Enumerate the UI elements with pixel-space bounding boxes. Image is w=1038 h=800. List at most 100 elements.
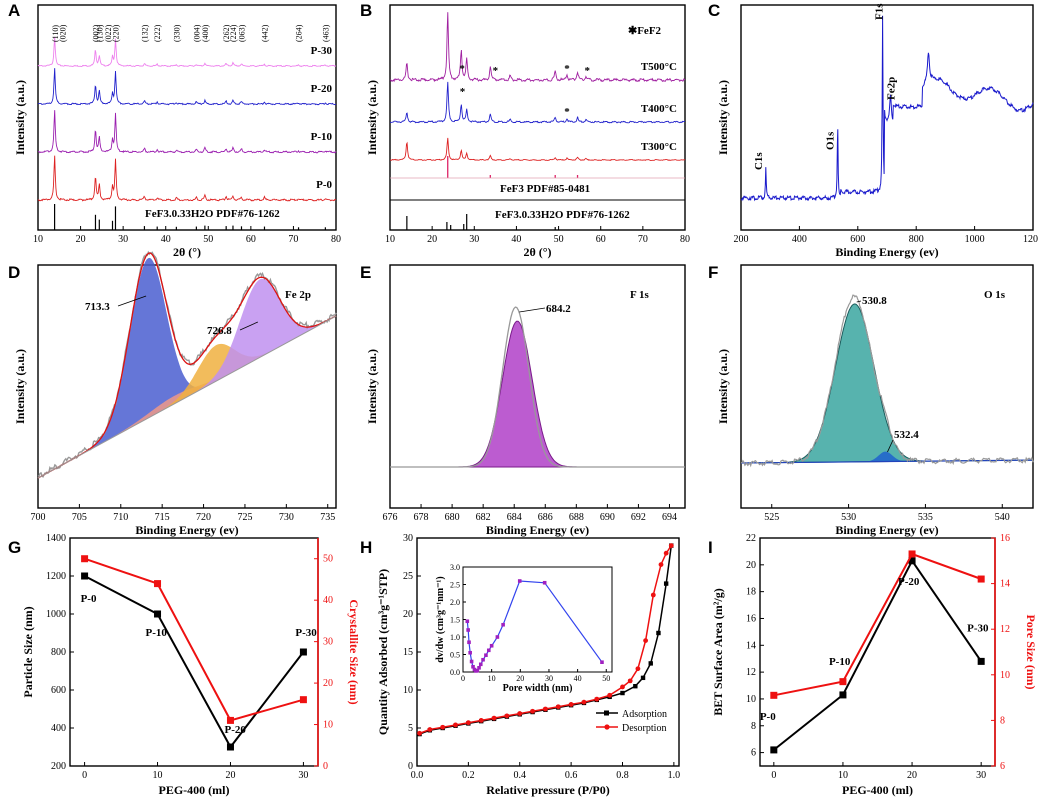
peak-label: 726.8 xyxy=(207,325,232,337)
panel-letter-B: B xyxy=(360,1,372,20)
inset-data-point xyxy=(468,650,472,655)
fef2-marker: * xyxy=(460,86,466,98)
x-tick-label: 700 xyxy=(31,512,46,523)
y-tick-label: 25 xyxy=(403,571,413,582)
x-tick-label: 70 xyxy=(638,234,648,245)
data-point xyxy=(643,638,649,643)
y2-tick-label: 30 xyxy=(323,637,333,648)
legend-marker xyxy=(604,710,609,716)
y-tick-label: 6 xyxy=(751,748,756,759)
peak-label: (063) xyxy=(237,24,246,42)
legend-fef2: ✱FeF2 xyxy=(628,25,662,37)
inset-data-point xyxy=(517,579,522,583)
inset-data-point xyxy=(542,580,547,585)
x-axis-label: Binding Energy (ev) xyxy=(835,523,938,537)
y-tick-label: 10 xyxy=(403,685,413,696)
y2-tick-label: 10 xyxy=(1000,670,1010,681)
inset-data-point xyxy=(484,653,488,657)
y-axis-label: Intensity (a.u.) xyxy=(13,349,27,424)
peak-label: (004) xyxy=(192,24,201,42)
y-tick-label: 400 xyxy=(51,723,66,734)
data-point xyxy=(607,692,613,698)
x-tick-label: 80 xyxy=(331,234,341,245)
plot-frame-C xyxy=(740,4,1034,231)
y-tick-label: 1000 xyxy=(46,609,66,620)
x-tick-label: 600 xyxy=(850,234,865,245)
data-point xyxy=(154,580,162,588)
data-point xyxy=(977,575,985,583)
legend-label: Adsorption xyxy=(622,709,667,720)
y2-tick-label: 0 xyxy=(323,761,328,772)
x-tick-label: 10 xyxy=(33,234,43,245)
peak-label: (262) xyxy=(222,24,231,42)
data-point xyxy=(226,743,234,751)
panel-letter-F: F xyxy=(708,263,718,282)
series-line-Pore Size xyxy=(773,552,982,697)
panel-letter-C: C xyxy=(708,1,720,20)
data-point xyxy=(668,543,674,548)
x-tick-label: 720 xyxy=(196,512,211,523)
series-label: P-20 xyxy=(311,83,333,95)
fit-component xyxy=(390,320,685,468)
xrd-line-P-10 xyxy=(37,110,337,154)
x-tick-label: 1000 xyxy=(965,234,985,245)
point-label: P-10 xyxy=(146,627,168,639)
x-tick-label: 715 xyxy=(155,512,170,523)
x-axis-label: PEG-400 (ml) xyxy=(159,783,230,797)
inset-frame xyxy=(462,566,613,673)
panel-letter-I: I xyxy=(708,538,713,557)
data-point xyxy=(491,715,497,721)
x-tick-label: 60 xyxy=(246,234,256,245)
y-axis-label: Intensity (a.u.) xyxy=(716,349,730,424)
data-point xyxy=(594,696,600,702)
x-tick-label: 40 xyxy=(511,234,521,245)
peak-label: (400) xyxy=(201,24,210,42)
plot-frame-D xyxy=(37,264,337,509)
reference-label: FeF3 PDF#85-0481 xyxy=(500,183,590,195)
x-tick-label: 686 xyxy=(538,512,553,523)
x-tick-label: 20 xyxy=(907,770,917,781)
peak-label: 713.3 xyxy=(85,301,110,313)
peak-label: (132) xyxy=(140,24,149,42)
x-tick-label: 40 xyxy=(161,234,171,245)
fit-component xyxy=(741,451,1033,463)
inset-data-point xyxy=(466,628,470,632)
x-tick-label: 688 xyxy=(569,512,584,523)
y-tick-label: 30 xyxy=(403,533,413,544)
y-tick-label: 600 xyxy=(51,685,66,696)
inset-y-tick-label: 3.0 xyxy=(450,563,460,572)
data-point xyxy=(663,550,669,556)
data-point xyxy=(427,727,433,732)
data-point xyxy=(543,706,548,712)
inset-data-point xyxy=(469,659,474,664)
panel-letter-G: G xyxy=(8,538,21,557)
data-point xyxy=(568,702,574,707)
data-point xyxy=(908,550,916,558)
x-tick-label: 10 xyxy=(153,770,163,781)
panel-title: O 1s xyxy=(984,289,1006,301)
background-line xyxy=(37,315,337,479)
y2-axis-label: Crystallite Size (nm) xyxy=(347,599,361,704)
data-point xyxy=(154,610,162,618)
fef2-marker: * xyxy=(584,65,590,77)
x-tick-label: 1200 xyxy=(1023,234,1038,245)
peak-label: O1s xyxy=(825,131,837,150)
data-point xyxy=(648,661,653,666)
x-tick-label: 0.8 xyxy=(616,770,629,781)
data-point xyxy=(299,696,307,704)
data-point xyxy=(581,699,587,705)
data-point xyxy=(81,572,89,580)
y-tick-label: 800 xyxy=(51,647,66,658)
data-point xyxy=(650,592,656,598)
data-point xyxy=(555,704,561,710)
inset-data-point xyxy=(477,666,481,670)
x-tick-label: 10 xyxy=(838,770,848,781)
data-point xyxy=(627,678,633,684)
y2-tick-label: 8 xyxy=(1000,715,1005,726)
peak-label: (330) xyxy=(172,24,181,42)
x-tick-label: 0.6 xyxy=(565,770,578,781)
x-tick-label: 684 xyxy=(507,512,522,523)
fit-component xyxy=(38,278,336,478)
xrd-line-T500°C xyxy=(389,12,686,83)
point-label: P-30 xyxy=(967,622,989,634)
